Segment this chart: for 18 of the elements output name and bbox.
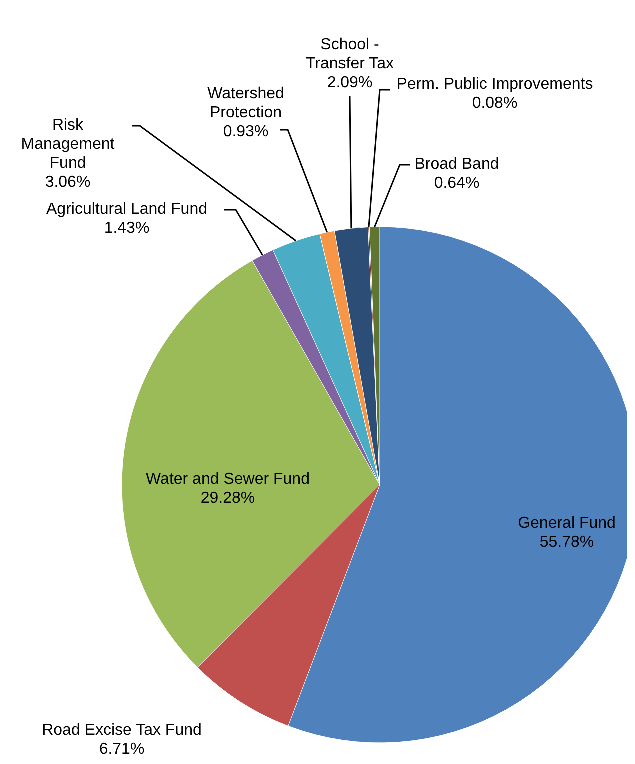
slice-label: Broad Band [414,156,500,174]
slice-label: Perm. Public Improvements [396,76,594,94]
slice-label: Watershed Protection [208,86,284,122]
data-label: 0.64% [434,175,480,192]
slice-label: School - Transfer Tax [306,36,394,73]
data-label: 2.09% [327,74,373,92]
slice-label: General Fund [518,515,616,532]
data-label: 6.71% [99,741,145,758]
slice-label: Risk Management Fund [21,117,116,172]
slice-label: Water and Sewer Fund [146,471,310,488]
data-label: 1.43% [104,220,150,238]
data-label: 29.28% [200,490,256,508]
slice-label: Agricultural Land Fund [46,201,208,218]
data-label: 3.06% [45,174,91,192]
slice-label: Road Excise Tax Fund [42,722,202,740]
data-label: 0.93% [223,124,269,141]
data-label: 0.08% [472,95,518,112]
data-label: 55.78% [540,534,594,552]
